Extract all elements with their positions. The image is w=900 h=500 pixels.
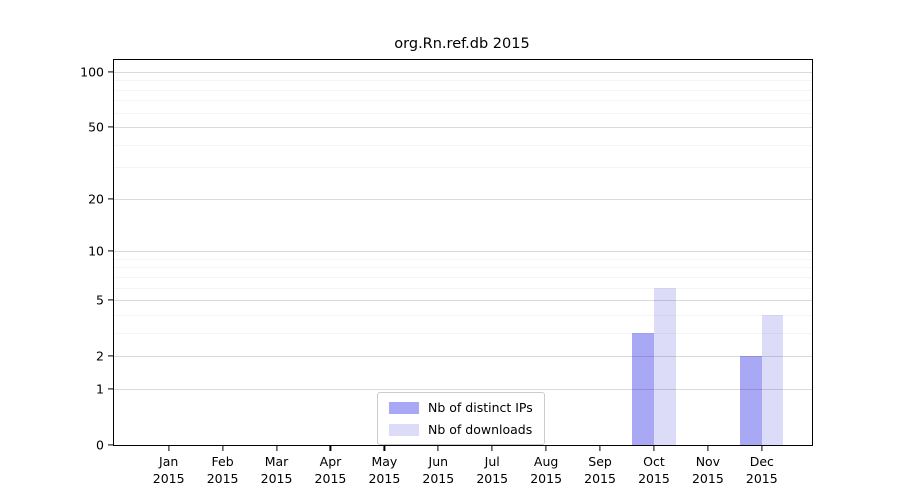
x-tick-year: 2015 [206,470,239,486]
x-tick-month: Feb [211,454,234,469]
x-tick-mark [653,445,655,451]
x-tick-year: 2015 [584,470,616,486]
x-tick-mark [545,445,547,451]
y-tick-mark [108,444,114,446]
x-tick-label: Mar 2015 [261,454,293,488]
bar-downloads [653,287,676,445]
x-tick-label: Jan 2015 [153,454,185,488]
legend-item: Nb of downloads [389,422,533,437]
legend: Nb of distinct IPs Nb of downloads [377,392,545,445]
y-tick-label: 5 [96,292,104,308]
plot-area: 0 1 2 5 10 20 50 100 Jan 2015 Feb 2015 Mar 2015 Apr 20… [80,59,813,486]
y-tick-label: 1 [96,381,104,397]
x-tick-label: Nov 2015 [692,454,724,488]
x-tick-month: May [371,454,398,469]
legend-label: Nb of distinct IPs [428,400,533,415]
x-tick-month: Sep [588,454,612,469]
y-tick-label: 2 [96,348,104,364]
x-tick-label: May 2015 [368,454,400,488]
x-tick-label: Apr 2015 [315,454,347,488]
x-tick-mark [761,445,763,451]
x-tick-year: 2015 [476,470,509,486]
x-tick-month: Aug [533,454,559,469]
x-tick-mark [707,445,709,451]
x-tick-month: Nov [695,454,721,469]
legend-swatch [389,423,419,436]
x-tick-mark [329,445,332,451]
x-tick-year: 2015 [260,470,293,486]
bar-distinct-ips [740,356,762,445]
x-tick-month: Oct [643,454,665,469]
x-tick-month: Dec [749,454,774,469]
x-tick-mark [275,445,278,451]
x-tick-month: Jan [159,454,179,469]
x-tick-mark [222,445,224,451]
x-tick-mark [383,445,385,451]
x-tick-year: 2015 [530,470,563,486]
x-tick-month: Apr [319,454,342,469]
x-tick-month: Mar [264,454,289,469]
bars-layer [114,60,812,445]
x-tick-label: Sep 2015 [584,454,616,488]
x-tick-mark [168,445,170,451]
x-tick-month: Jul [484,454,500,469]
x-tick-year: 2015 [691,470,724,486]
x-tick-label: Feb 2015 [207,454,239,488]
y-tick-mark [108,355,114,357]
y-tick-label: 0 [96,437,104,453]
x-tick-year: 2015 [314,470,347,486]
chart-title: org.Rn.ref.db 2015 [394,36,530,52]
x-tick-label: Jun 2015 [422,454,454,488]
y-axis: 0 1 2 5 10 20 50 100 [80,60,812,453]
x-tick-mark [437,445,439,451]
legend-label: Nb of downloads [428,422,533,437]
x-tick-mark [491,445,493,451]
x-tick-label: Dec 2015 [746,454,778,488]
y-tick-mark [108,198,114,200]
x-axis: Jan 2015 Feb 2015 Mar 2015 Apr 2015 May 2015 Jun 20… [114,60,812,486]
x-tick-year: 2015 [368,470,401,486]
x-tick-mark [599,445,601,451]
legend-swatch [389,401,419,414]
x-tick-year: 2015 [422,470,455,486]
x-tick-month: Jun [428,454,449,469]
y-tick-label: 50 [88,119,104,135]
y-tick-mark [108,250,114,252]
x-tick-label: Jul 2015 [476,454,508,488]
x-tick-label: Aug 2015 [530,454,562,488]
x-tick-label: Oct 2015 [638,454,670,488]
x-tick-year: 2015 [152,470,185,486]
y-tick-mark [108,71,114,73]
y-tick-label: 10 [88,243,104,259]
y-tick-label: 100 [80,64,104,80]
y-tick-mark [108,299,114,301]
legend-item: Nb of distinct IPs [389,400,533,415]
y-tick-label: 20 [88,191,104,207]
bar-downloads [761,314,784,445]
bar-distinct-ips [632,332,654,445]
x-tick-year: 2015 [638,470,670,486]
x-tick-year: 2015 [745,470,778,486]
y-tick-mark [108,388,114,390]
y-tick-mark [108,126,114,128]
